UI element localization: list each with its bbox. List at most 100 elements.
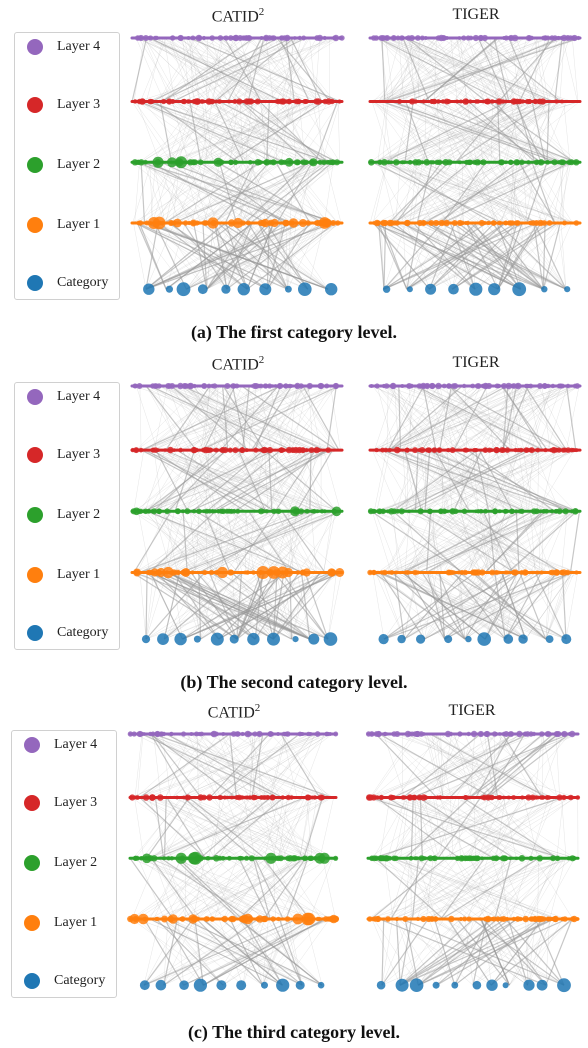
layer-node <box>462 384 466 388</box>
layer-node <box>204 916 210 922</box>
layer-node <box>561 448 566 453</box>
category-node <box>318 982 325 989</box>
network-plot-tiger <box>364 726 584 996</box>
layer-node <box>133 99 137 103</box>
legend-label: Category <box>57 275 108 291</box>
layer-node <box>185 571 189 575</box>
layer-node <box>404 570 408 574</box>
layer-node <box>455 100 459 104</box>
layer-node <box>187 383 194 390</box>
network-plot-catid <box>128 378 348 650</box>
layer-node <box>196 509 202 515</box>
layer-node <box>387 220 393 226</box>
layer-node <box>249 855 255 861</box>
layer-node <box>559 570 564 575</box>
layer-node <box>536 796 540 800</box>
layer-node <box>406 384 410 388</box>
layer-node <box>134 160 138 164</box>
layer-node <box>395 509 400 514</box>
layer-node <box>378 855 384 861</box>
legend-dot-icon <box>27 217 43 233</box>
layer-node <box>566 384 571 389</box>
layer-node <box>527 35 533 41</box>
layer-node <box>520 795 524 799</box>
category-node <box>377 981 386 990</box>
edge-line <box>328 573 337 640</box>
edge-line <box>328 573 342 640</box>
layer-node <box>538 100 542 104</box>
layer-node <box>541 36 546 41</box>
category-node <box>236 980 246 990</box>
layer-node <box>385 916 391 922</box>
layer-node <box>467 916 472 921</box>
title-sup: 2 <box>259 6 265 18</box>
layer-node <box>339 35 344 40</box>
layer-node <box>383 855 389 861</box>
layer-node <box>246 732 250 736</box>
category-node <box>396 979 409 992</box>
layer-node <box>218 35 224 41</box>
legend-dot-icon <box>27 97 43 113</box>
category-node <box>247 633 259 645</box>
edge-line <box>371 734 417 798</box>
edge-line <box>146 38 163 102</box>
layer-node <box>206 856 211 861</box>
layer-node <box>138 220 143 225</box>
layer-node <box>192 159 198 165</box>
layer-node <box>519 855 526 862</box>
layer-node <box>426 916 432 922</box>
layer-node <box>495 916 500 921</box>
layer-node <box>463 795 468 800</box>
layer-node <box>515 220 521 226</box>
layer-node <box>391 856 397 862</box>
layer-node <box>398 100 402 104</box>
layer-node <box>314 447 320 453</box>
layer-node <box>478 35 483 40</box>
layer-node <box>285 916 291 922</box>
layer-node <box>393 159 399 165</box>
edge-line <box>320 798 334 859</box>
layer-node <box>169 732 173 736</box>
network-plot-catid <box>126 726 342 996</box>
layer-node <box>207 509 212 514</box>
layer-node <box>202 384 207 389</box>
layer-node <box>382 570 388 576</box>
layer-node <box>514 448 518 452</box>
layer-node <box>129 794 135 800</box>
layer-node <box>547 220 553 226</box>
edge-line <box>260 734 317 798</box>
category-node <box>561 634 571 644</box>
layer-node <box>463 570 469 576</box>
layer-node <box>503 856 508 861</box>
legend-item-layer2: Layer 2 <box>24 853 97 873</box>
layer-node <box>311 796 315 800</box>
layer-node <box>175 508 181 514</box>
layer-node <box>234 795 239 800</box>
legend-item-layer4: Layer 4 <box>27 37 100 57</box>
layer-node <box>206 794 212 800</box>
layer-node <box>492 508 498 514</box>
layer-node <box>248 160 253 165</box>
layer-node <box>429 383 435 389</box>
layer-node <box>508 857 512 861</box>
layer-node <box>227 856 232 861</box>
category-node <box>221 285 230 294</box>
title-text: CATID <box>212 8 259 25</box>
layer-node <box>192 509 196 513</box>
layer-node <box>396 36 401 41</box>
edge-line <box>373 162 387 223</box>
subplot-title-tiger: TIGER <box>376 354 576 372</box>
edge-line <box>135 734 142 798</box>
layer-node <box>538 159 544 165</box>
edge-line <box>263 919 324 985</box>
layer-node <box>489 795 495 801</box>
layer-node <box>331 509 336 514</box>
layer-node <box>442 384 447 389</box>
layer-node <box>396 448 401 453</box>
layer-node <box>514 159 520 165</box>
layer-node <box>227 100 231 104</box>
layer-node <box>511 795 516 800</box>
layer-node <box>211 731 216 736</box>
layer-node <box>370 732 374 736</box>
layer-node <box>371 35 377 41</box>
